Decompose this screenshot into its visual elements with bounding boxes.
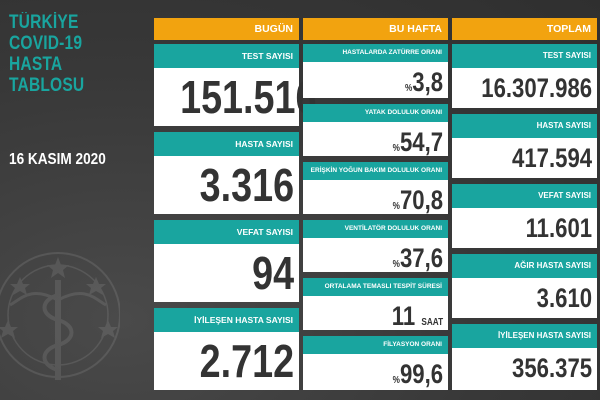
title-line: TÜRKİYE xyxy=(9,12,79,33)
today-header: BUGÜN xyxy=(154,18,299,40)
today-case-card: HASTA SAYISI 3.316 xyxy=(154,132,299,214)
card-value: %99,6 xyxy=(329,354,448,400)
this-week-header: BU HAFTA xyxy=(303,18,448,40)
value-number: 3,8 xyxy=(412,67,444,97)
card-label: YATAK DOLULUK ORANI xyxy=(303,104,448,122)
value-number: 70,8 xyxy=(399,185,444,215)
value-number: 37,6 xyxy=(399,243,444,273)
card-value: %37,6 xyxy=(329,238,448,285)
title-line: TABLOSU xyxy=(9,75,85,96)
card-label: VEFAT SAYISI xyxy=(154,220,299,244)
today-test-card: TEST SAYISI 151.516 xyxy=(154,44,317,126)
card-value: 11.601 xyxy=(525,213,593,243)
contact-detection-time-card: ORTALAMA TEMASLI TESPİT SÜRESİ 11 SAAT xyxy=(303,278,448,331)
icu-occupancy-card: ERİŞKİN YOĞUN BAKIM DOLULUK ORANI %70,8 xyxy=(303,162,448,215)
percent-sign: % xyxy=(392,375,400,386)
infographic-title: TÜRKİYE COVID-19 HASTA TABLOSU xyxy=(9,12,84,96)
card-value: 356.375 xyxy=(512,353,593,383)
card-value: 3.316 xyxy=(199,159,295,211)
value-number: 54,7 xyxy=(399,127,444,157)
card-label: FİLYASYON ORANI xyxy=(303,336,448,354)
total-recovered-card: İYİLEŞEN HASTA SAYISI 356.375 xyxy=(452,324,597,390)
card-label: VENTİLATÖR DOLULUK ORANI xyxy=(303,220,448,238)
card-value: %3,8 xyxy=(329,62,448,109)
card-label: TEST SAYISI xyxy=(452,44,597,68)
ventilator-occupancy-card: VENTİLATÖR DOLULUK ORANI %37,6 xyxy=(303,220,448,273)
title-line: HASTA xyxy=(9,54,63,75)
unit-label: SAAT xyxy=(421,317,444,328)
card-label: AĞIR HASTA SAYISI xyxy=(452,254,597,278)
card-value: %54,7 xyxy=(329,122,448,169)
value-number: 99,6 xyxy=(399,359,444,389)
card-label: İYİLEŞEN HASTA SAYISI xyxy=(154,308,299,332)
card-label: ORTALAMA TEMASLI TESPİT SÜRESİ xyxy=(303,278,448,296)
card-value: 2.712 xyxy=(199,335,295,387)
report-date: 16 KASIM 2020 xyxy=(9,151,106,168)
total-test-card: TEST SAYISI 16.307.986 xyxy=(452,44,597,108)
total-header: TOPLAM xyxy=(452,18,597,40)
card-value: 3.610 xyxy=(536,283,593,313)
card-value: 94 xyxy=(252,247,295,299)
card-value: %70,8 xyxy=(329,180,448,227)
bed-occupancy-card: YATAK DOLULUK ORANI %54,7 xyxy=(303,104,448,157)
total-case-card: HASTA SAYISI 417.594 xyxy=(452,114,597,178)
card-value: 417.594 xyxy=(512,143,593,173)
today-recovered-card: İYİLEŞEN HASTA SAYISI 2.712 xyxy=(154,308,299,390)
percent-sign: % xyxy=(404,83,413,94)
filiation-rate-card: FİLYASYON ORANI %99,6 xyxy=(303,336,448,390)
today-death-card: VEFAT SAYISI 94 xyxy=(154,220,299,302)
card-label: HASTA SAYISI xyxy=(154,132,299,156)
card-label: HASTALARDA ZATÜRRE ORANI xyxy=(303,44,448,62)
pneumonia-rate-card: HASTALARDA ZATÜRRE ORANI %3,8 xyxy=(303,44,448,98)
total-critical-card: AĞIR HASTA SAYISI 3.610 xyxy=(452,254,597,318)
percent-sign: % xyxy=(392,201,400,212)
today-column: BUGÜN TEST SAYISI 151.516 HASTA SAYISI 3… xyxy=(154,18,316,390)
card-value: 151.516 xyxy=(180,71,317,123)
percent-sign: % xyxy=(392,143,400,154)
card-label: ERİŞKİN YOĞUN BAKIM DOLULUK ORANI xyxy=(303,162,448,180)
this-week-column: BU HAFTA HASTALARDA ZATÜRRE ORANI %3,8 Y… xyxy=(303,18,448,390)
card-label: İYİLEŞEN HASTA SAYISI xyxy=(452,324,597,348)
card-value: 16.307.986 xyxy=(481,73,593,103)
value-number: 11 xyxy=(391,301,416,331)
percent-sign: % xyxy=(392,259,400,270)
card-value: 11 SAAT xyxy=(329,296,448,343)
title-line: COVID-19 xyxy=(9,33,83,54)
card-label: HASTA SAYISI xyxy=(452,114,597,138)
total-death-card: VEFAT SAYISI 11.601 xyxy=(452,184,597,248)
card-label: VEFAT SAYISI xyxy=(452,184,597,208)
total-column: TOPLAM TEST SAYISI 16.307.986 HASTA SAYI… xyxy=(452,18,597,390)
card-label: TEST SAYISI xyxy=(154,44,299,68)
ministry-emblem-icon xyxy=(0,252,120,380)
